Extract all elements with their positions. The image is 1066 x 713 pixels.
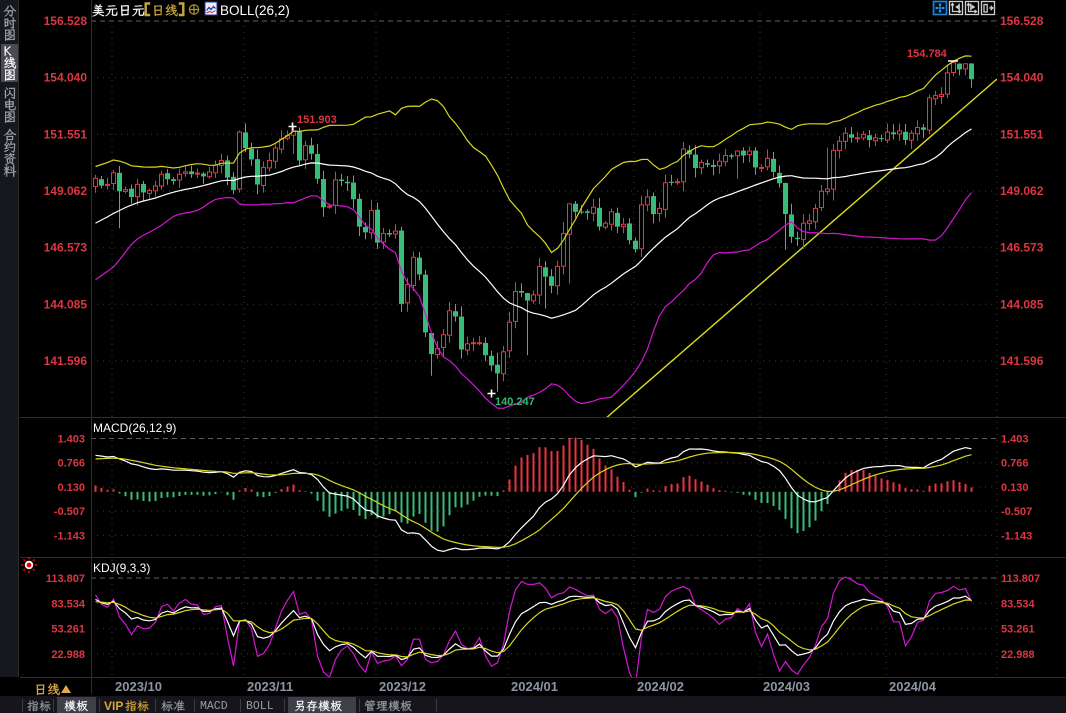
svg-text:141.596: 141.596 — [44, 354, 88, 368]
svg-text:140.247: 140.247 — [495, 396, 535, 408]
svg-text:KDJ(9,3,3): KDJ(9,3,3) — [93, 561, 150, 575]
svg-text:1.403: 1.403 — [1001, 434, 1029, 446]
svg-text:MACD(26,12,9): MACD(26,12,9) — [93, 421, 176, 435]
svg-text:151.551: 151.551 — [1000, 127, 1044, 141]
svg-text:154.040: 154.040 — [1000, 71, 1044, 85]
svg-text:149.062: 149.062 — [1000, 184, 1044, 198]
svg-text:146.573: 146.573 — [44, 241, 88, 255]
svg-text:113.807: 113.807 — [1001, 573, 1040, 585]
svg-text:146.573: 146.573 — [1000, 241, 1044, 255]
svg-text:53.261: 53.261 — [51, 624, 85, 636]
svg-text:53.261: 53.261 — [1001, 624, 1035, 636]
svg-text:0.130: 0.130 — [1001, 482, 1029, 494]
svg-text:22.988: 22.988 — [51, 649, 85, 661]
svg-text:2024/02: 2024/02 — [637, 679, 684, 694]
svg-text:144.085: 144.085 — [1000, 297, 1044, 311]
svg-text:151.551: 151.551 — [44, 127, 88, 141]
svg-text:-0.507: -0.507 — [54, 506, 85, 518]
svg-text:141.596: 141.596 — [1000, 354, 1044, 368]
svg-text:2023/12: 2023/12 — [379, 679, 426, 694]
svg-text:83.534: 83.534 — [1001, 598, 1036, 610]
svg-text:22.988: 22.988 — [1001, 649, 1035, 661]
svg-text:113.807: 113.807 — [46, 573, 85, 585]
svg-text:1.403: 1.403 — [57, 434, 85, 446]
svg-text:144.085: 144.085 — [44, 297, 88, 311]
svg-text:VIP: VIP — [104, 699, 123, 713]
svg-text:2023/10: 2023/10 — [115, 679, 162, 694]
svg-text:156.528: 156.528 — [44, 14, 88, 28]
svg-text:0.130: 0.130 — [57, 482, 85, 494]
svg-text:BOLL: BOLL — [246, 700, 274, 713]
svg-text:2024/04: 2024/04 — [889, 679, 937, 694]
svg-text:-1.143: -1.143 — [54, 530, 85, 542]
svg-text:83.534: 83.534 — [51, 598, 86, 610]
svg-text:-0.507: -0.507 — [1001, 506, 1032, 518]
svg-text:0.766: 0.766 — [1001, 458, 1029, 470]
svg-text:2023/11: 2023/11 — [247, 679, 293, 694]
svg-text:154.040: 154.040 — [44, 71, 88, 85]
svg-text:149.062: 149.062 — [44, 184, 88, 198]
svg-text:BOLL(26,2): BOLL(26,2) — [220, 3, 290, 18]
svg-text:156.528: 156.528 — [1000, 14, 1044, 28]
svg-text:151.903: 151.903 — [297, 114, 337, 126]
svg-text:154.784: 154.784 — [907, 48, 948, 60]
svg-text:2024/01: 2024/01 — [511, 679, 558, 694]
svg-text:MACD: MACD — [200, 700, 228, 713]
svg-text:2024/03: 2024/03 — [763, 679, 810, 694]
svg-text:0.766: 0.766 — [57, 458, 85, 470]
svg-text:-1.143: -1.143 — [1001, 530, 1032, 542]
